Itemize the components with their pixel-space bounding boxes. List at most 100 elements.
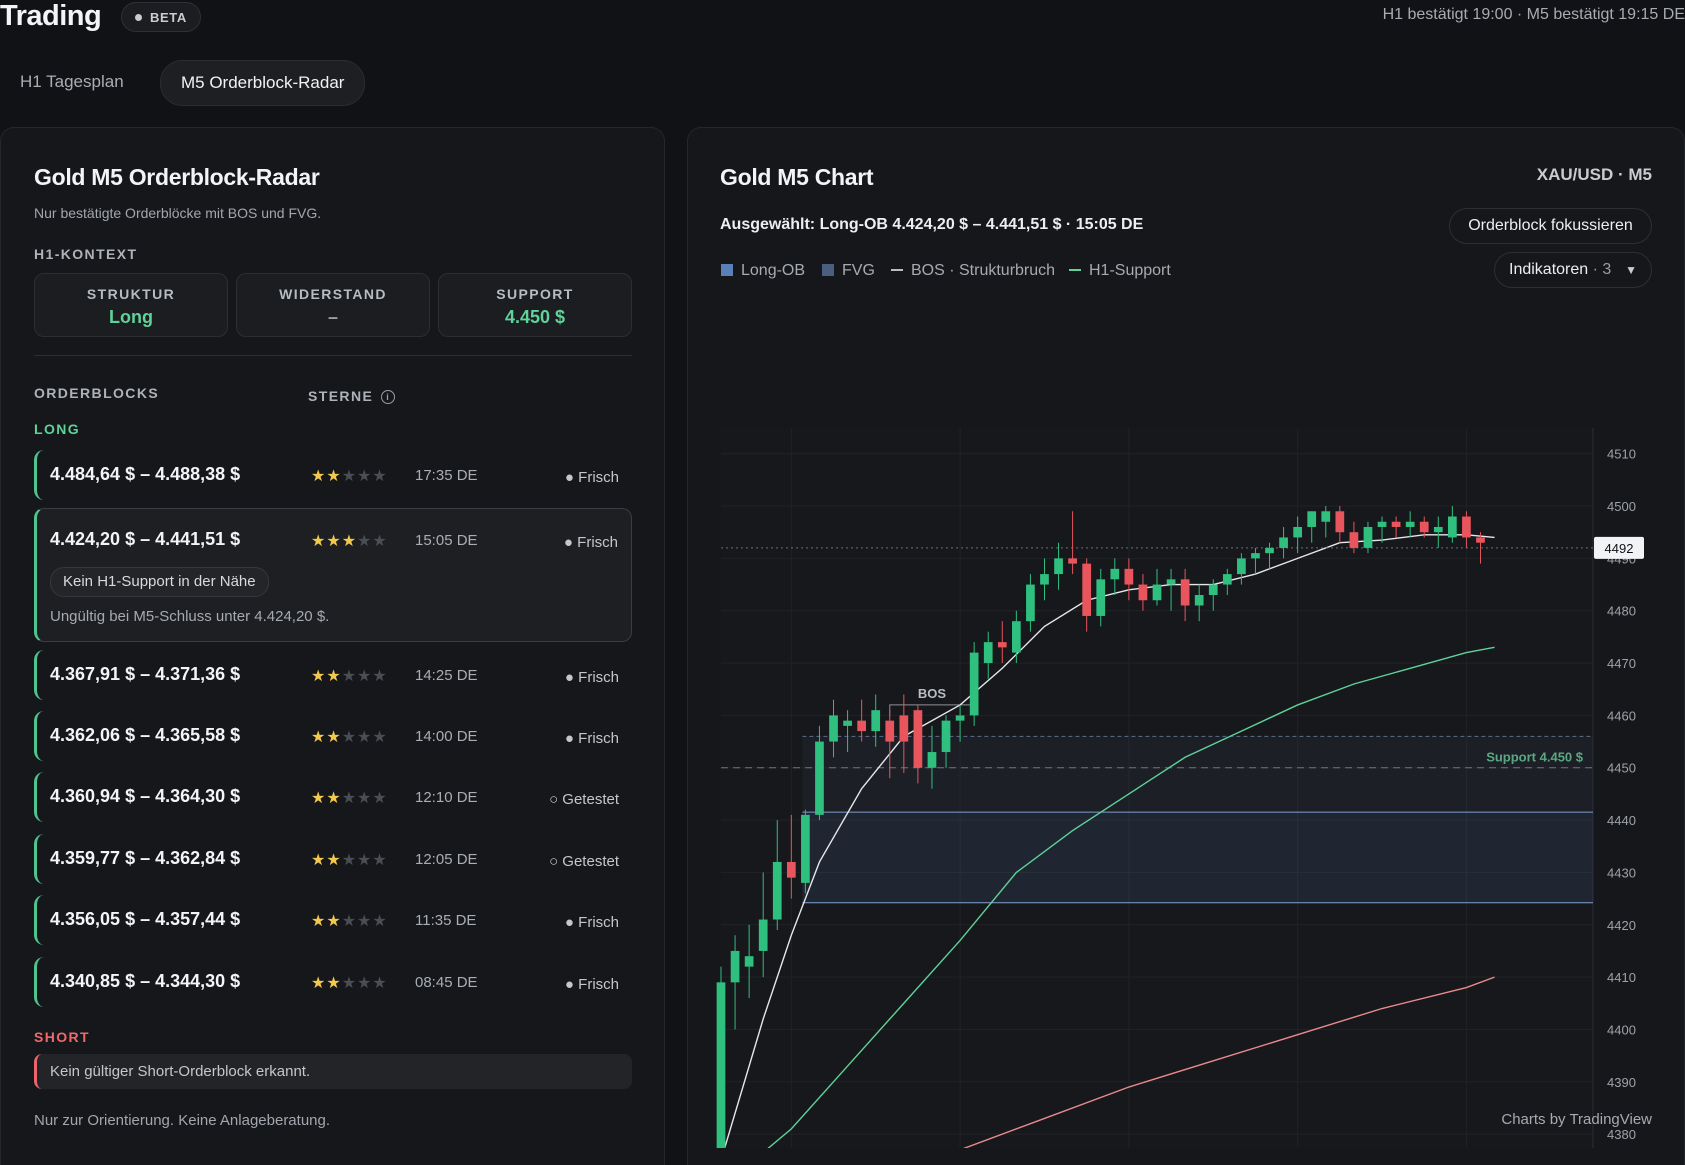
orderblock-row[interactable]: 4.360,94 $ – 4.364,30 $ ★★★★★ 12:10 DE ○… <box>34 772 632 822</box>
long-ob-swatch <box>721 264 733 276</box>
context-card-widerstand: WIDERSTAND – <box>236 273 430 337</box>
candle-bearish <box>1124 568 1134 585</box>
state-label: Getestet <box>562 791 619 808</box>
state-label: Getestet <box>562 853 619 870</box>
short-empty-state: Kein gültiger Short-Orderblock erkannt. <box>34 1054 632 1089</box>
orderblock-time: 15:05 DE <box>415 532 478 549</box>
focus-orderblock-button[interactable]: Orderblock fokussieren <box>1449 208 1652 244</box>
section-divider <box>34 355 632 356</box>
state-label: Frisch <box>578 914 619 931</box>
orderblock-range: 4.360,94 $ – 4.364,30 $ <box>50 786 241 806</box>
orderblock-row[interactable]: 4.484,64 $ – 4.488,38 $ ★★★★★ 17:35 DE ●… <box>34 450 632 500</box>
y-tick-label: 4460 <box>1607 708 1636 723</box>
orderblock-range: 4.362,06 $ – 4.365,58 $ <box>50 725 241 745</box>
orderblock-row[interactable]: 4.367,91 $ – 4.371,36 $ ★★★★★ 14:25 DE ●… <box>34 650 632 700</box>
star-rating: ★★★★★ <box>311 668 388 685</box>
selected-orderblock: Ausgewählt: Long-OB 4.424,20 $ – 4.441,5… <box>720 216 1144 233</box>
candle-bullish <box>1208 584 1218 596</box>
candle-bearish <box>1391 521 1401 527</box>
candle-bullish <box>744 956 754 967</box>
candle-bearish <box>1082 563 1092 616</box>
orderblock-row-selected[interactable]: 4.424,20 $ – 4.441,51 $ ★★★★★ 15:05 DE ●… <box>34 508 632 642</box>
candlestick-chart[interactable]: 4380 4390 4400 4410 4420 4430 4440 4450 4460 4470… <box>688 288 1648 1148</box>
candle-bullish <box>1363 526 1373 548</box>
bos-line-swatch <box>891 269 903 271</box>
top-bar: Trading BETA H1 bestätigt 19:00 · M5 bes… <box>0 0 1685 40</box>
fvg-zone <box>802 736 1593 813</box>
invalidation-note: Ungültig bei M5-Schluss unter 4.424,20 $… <box>50 608 330 625</box>
candle-bullish <box>969 652 979 716</box>
star-rating: ★★★★★ <box>311 790 388 807</box>
chart-title: Gold M5 Chart <box>720 164 874 190</box>
legend-label: Long-OB <box>741 262 806 279</box>
orderblock-row[interactable]: 4.356,05 $ – 4.357,44 $ ★★★★★ 11:35 DE ●… <box>34 895 632 945</box>
disclaimer: Nur zur Orientierung. Keine Anlageberatu… <box>34 1112 331 1129</box>
candle-bullish <box>758 919 768 951</box>
indicators-button[interactable]: Indikatoren · 3 ▼ <box>1494 252 1652 288</box>
moving-average-line <box>723 534 1495 1148</box>
star-rating: ★★★★★ <box>311 533 388 550</box>
orderblocks-heading: ORDERBLOCKS <box>34 385 160 401</box>
orderblock-row[interactable]: 4.340,85 $ – 4.344,30 $ ★★★★★ 08:45 DE ●… <box>34 957 632 1007</box>
candle-bullish <box>716 982 726 1148</box>
orderblock-state: ○ Getestet <box>549 853 619 870</box>
orderblock-time: 14:25 DE <box>415 667 478 684</box>
context-label: WIDERSTAND <box>279 286 387 302</box>
candle-bearish <box>1180 579 1190 606</box>
orderblock-state: ● Frisch <box>565 669 619 686</box>
legend-long-ob: Long-OB <box>721 262 805 280</box>
candle-bullish <box>1110 568 1120 580</box>
y-tick-label: 4380 <box>1607 1127 1636 1142</box>
last-price-value: 4492 <box>1605 541 1634 556</box>
y-tick-label: 4400 <box>1607 1022 1636 1037</box>
moving-average-line <box>767 646 1495 1148</box>
candle-bullish <box>927 752 937 768</box>
chevron-down-icon: ▼ <box>1625 263 1637 277</box>
star-rating: ★★★★★ <box>311 729 388 746</box>
candle-bullish <box>1194 595 1204 606</box>
y-tick-label: 4510 <box>1607 447 1636 462</box>
candle-bearish <box>885 720 895 742</box>
candle-bullish <box>1279 537 1288 548</box>
orderblock-state: ● Frisch <box>565 976 619 993</box>
y-tick-label: 4430 <box>1607 865 1636 880</box>
candle-bullish <box>1026 584 1035 622</box>
y-tick-label: 4480 <box>1607 604 1636 619</box>
candle-bullish <box>815 741 824 815</box>
orderblock-row[interactable]: 4.359,77 $ – 4.362,84 $ ★★★★★ 12:05 DE ○… <box>34 834 632 884</box>
y-tick-label: 4410 <box>1607 970 1636 985</box>
orderblock-state: ● Frisch <box>565 730 619 747</box>
tab-h1-tagesplan[interactable]: H1 Tagesplan <box>20 72 124 91</box>
orderblock-time: 17:35 DE <box>415 467 478 484</box>
state-ring-icon: ○ <box>549 853 559 870</box>
orderblock-state: ○ Getestet <box>549 791 619 808</box>
state-dot-icon: ● <box>564 669 574 686</box>
candle-bullish <box>772 861 782 920</box>
candle-bearish <box>1476 537 1485 543</box>
chart-credit: Charts by TradingView <box>1501 1111 1652 1128</box>
moving-average-line <box>963 976 1495 1148</box>
candle-bullish <box>1321 511 1331 522</box>
context-label: SUPPORT <box>496 286 574 302</box>
orderblock-range: 4.424,20 $ – 4.441,51 $ <box>50 529 241 549</box>
bos-label: BOS <box>918 686 947 701</box>
long-ob-zone <box>802 812 1593 903</box>
tab-m5-orderblock-radar[interactable]: M5 Orderblock-Radar <box>160 60 366 106</box>
orderblock-row[interactable]: 4.362,06 $ – 4.365,58 $ ★★★★★ 14:00 DE ●… <box>34 711 632 761</box>
candle-bullish <box>1040 574 1049 585</box>
context-card-struktur: STRUKTUR Long <box>34 273 228 337</box>
legend-label: BOS · Strukturbruch <box>911 262 1056 279</box>
indicators-count: · 3 <box>1592 261 1612 278</box>
fvg-swatch <box>822 264 834 276</box>
info-icon[interactable]: i <box>381 390 396 404</box>
y-tick-label: 4390 <box>1607 1075 1636 1090</box>
orderblock-radar-panel: Gold M5 Orderblock-Radar Nur bestätigte … <box>0 127 665 1165</box>
beta-badge: BETA <box>121 2 201 32</box>
legend-label: H1-Support <box>1089 262 1171 279</box>
candle-bullish <box>1166 579 1176 585</box>
orderblock-range: 4.340,85 $ – 4.344,30 $ <box>50 971 241 991</box>
candle-bullish <box>829 715 838 742</box>
stars-heading-label: STERNE <box>308 388 374 404</box>
stars-heading: STERNE i <box>308 388 396 404</box>
candle-bearish <box>899 715 909 742</box>
